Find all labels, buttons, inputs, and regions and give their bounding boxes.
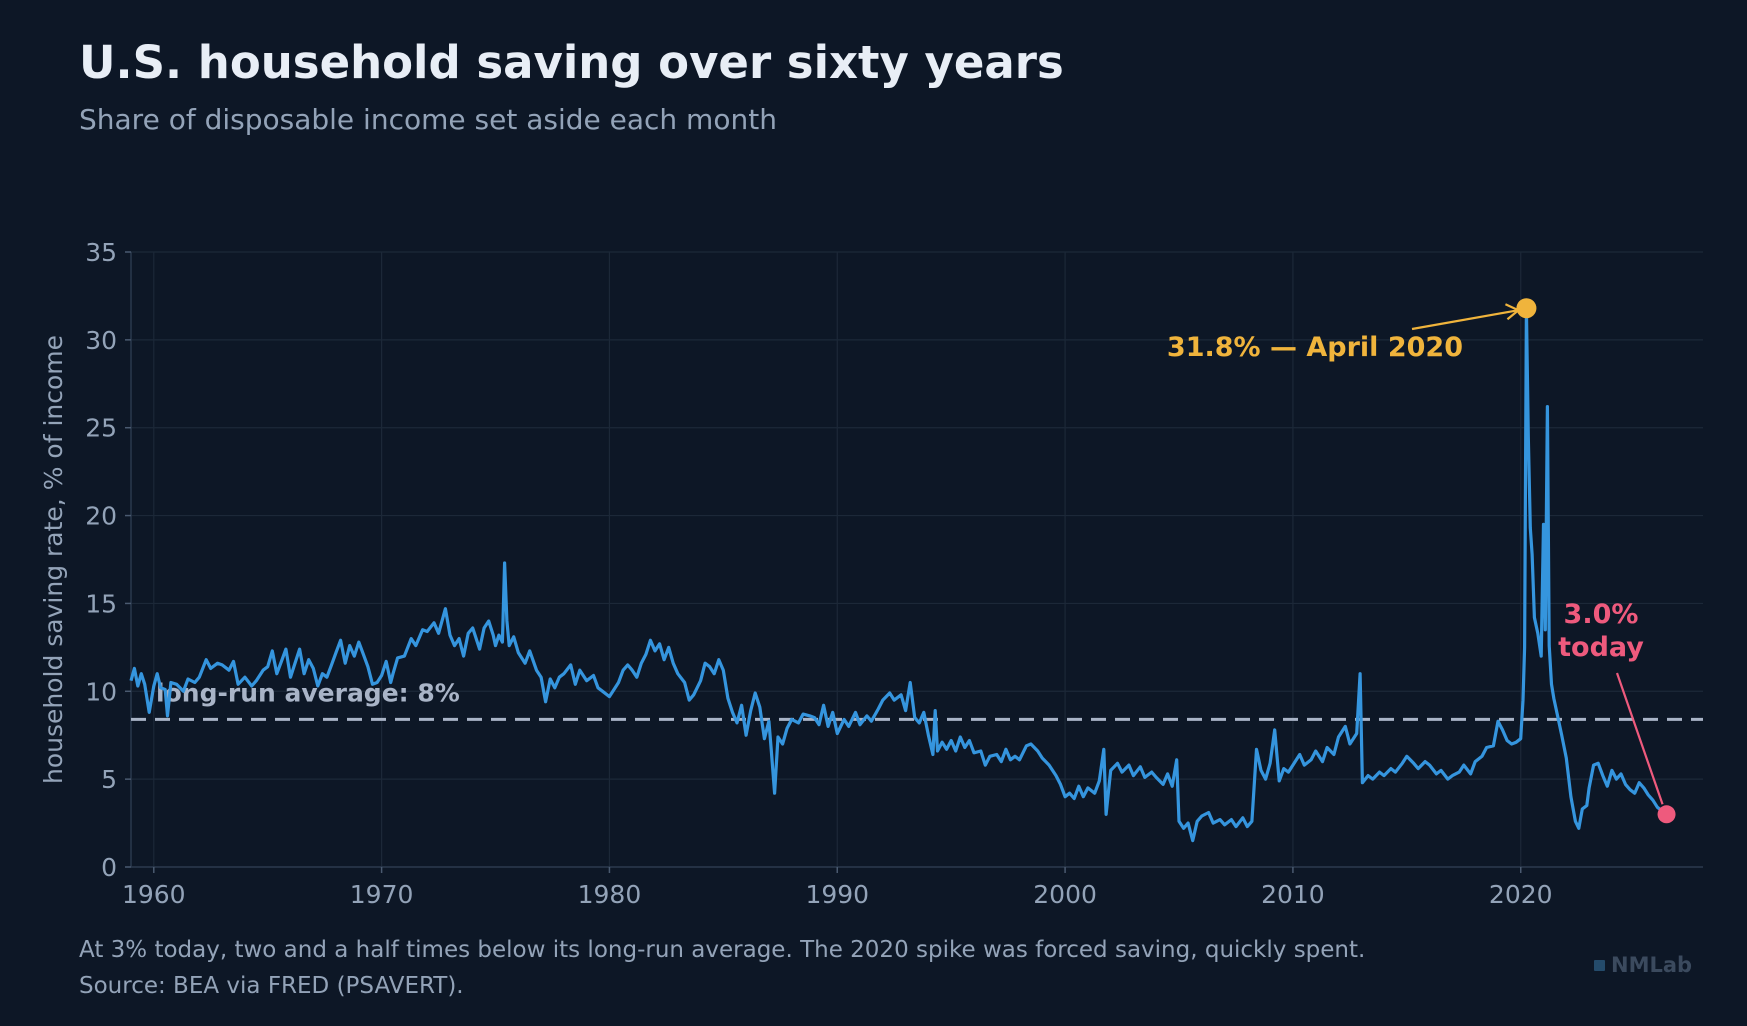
x-tick-label: 1960 [122, 880, 186, 909]
peak-arrow [1411, 309, 1519, 331]
series-group [129, 306, 1668, 843]
y-tick-label: 20 [85, 502, 117, 531]
y-tick-label: 15 [85, 589, 117, 618]
x-tick-label: 1980 [578, 880, 642, 909]
brand-logo: NMLab [1594, 953, 1692, 977]
today-marker [1657, 805, 1676, 824]
y-tick-label: 25 [85, 414, 117, 443]
x-tick-label: 2010 [1261, 880, 1325, 909]
chart-title: U.S. household saving over sixty years [79, 36, 1064, 89]
x-tick-label: 1990 [805, 880, 869, 909]
average-line-group: long-run average: 8% [131, 678, 1703, 721]
chart-subtitle: Share of disposable income set aside eac… [79, 103, 777, 136]
x-tick-label: 2020 [1489, 880, 1553, 909]
today-arrow [1615, 672, 1664, 805]
brand-icon [1594, 959, 1605, 971]
y-tick-label: 10 [85, 677, 117, 706]
x-tick-label: 1970 [350, 880, 414, 909]
y-axis-label: household saving rate, % of income [39, 335, 68, 784]
today-caption-label: today [1558, 632, 1644, 663]
peak-marker [1516, 298, 1537, 319]
annotations: 31.8% — April 2020 3.0%today [1167, 298, 1676, 824]
average-label: long-run average: 8% [156, 678, 460, 707]
chart-footnote: At 3% today, two and a half times below … [79, 937, 1366, 999]
y-tick-label: 30 [85, 326, 117, 355]
grid-lines [131, 251, 1703, 868]
y-tick-label: 35 [85, 238, 117, 267]
today-value-label: 3.0% [1564, 599, 1639, 630]
axes: 0 5 10 15 20 25 30 35 1960 1970 1980 1990 2000 2010 20… [39, 238, 1703, 909]
peak-label: 31.8% — April 2020 [1167, 332, 1463, 363]
brand-label: NMLab [1611, 953, 1693, 977]
x-tick-label: 2000 [1033, 880, 1097, 909]
y-tick-label: 5 [101, 765, 117, 794]
y-tick-label: 0 [101, 853, 117, 882]
saving-rate-line [129, 306, 1668, 843]
